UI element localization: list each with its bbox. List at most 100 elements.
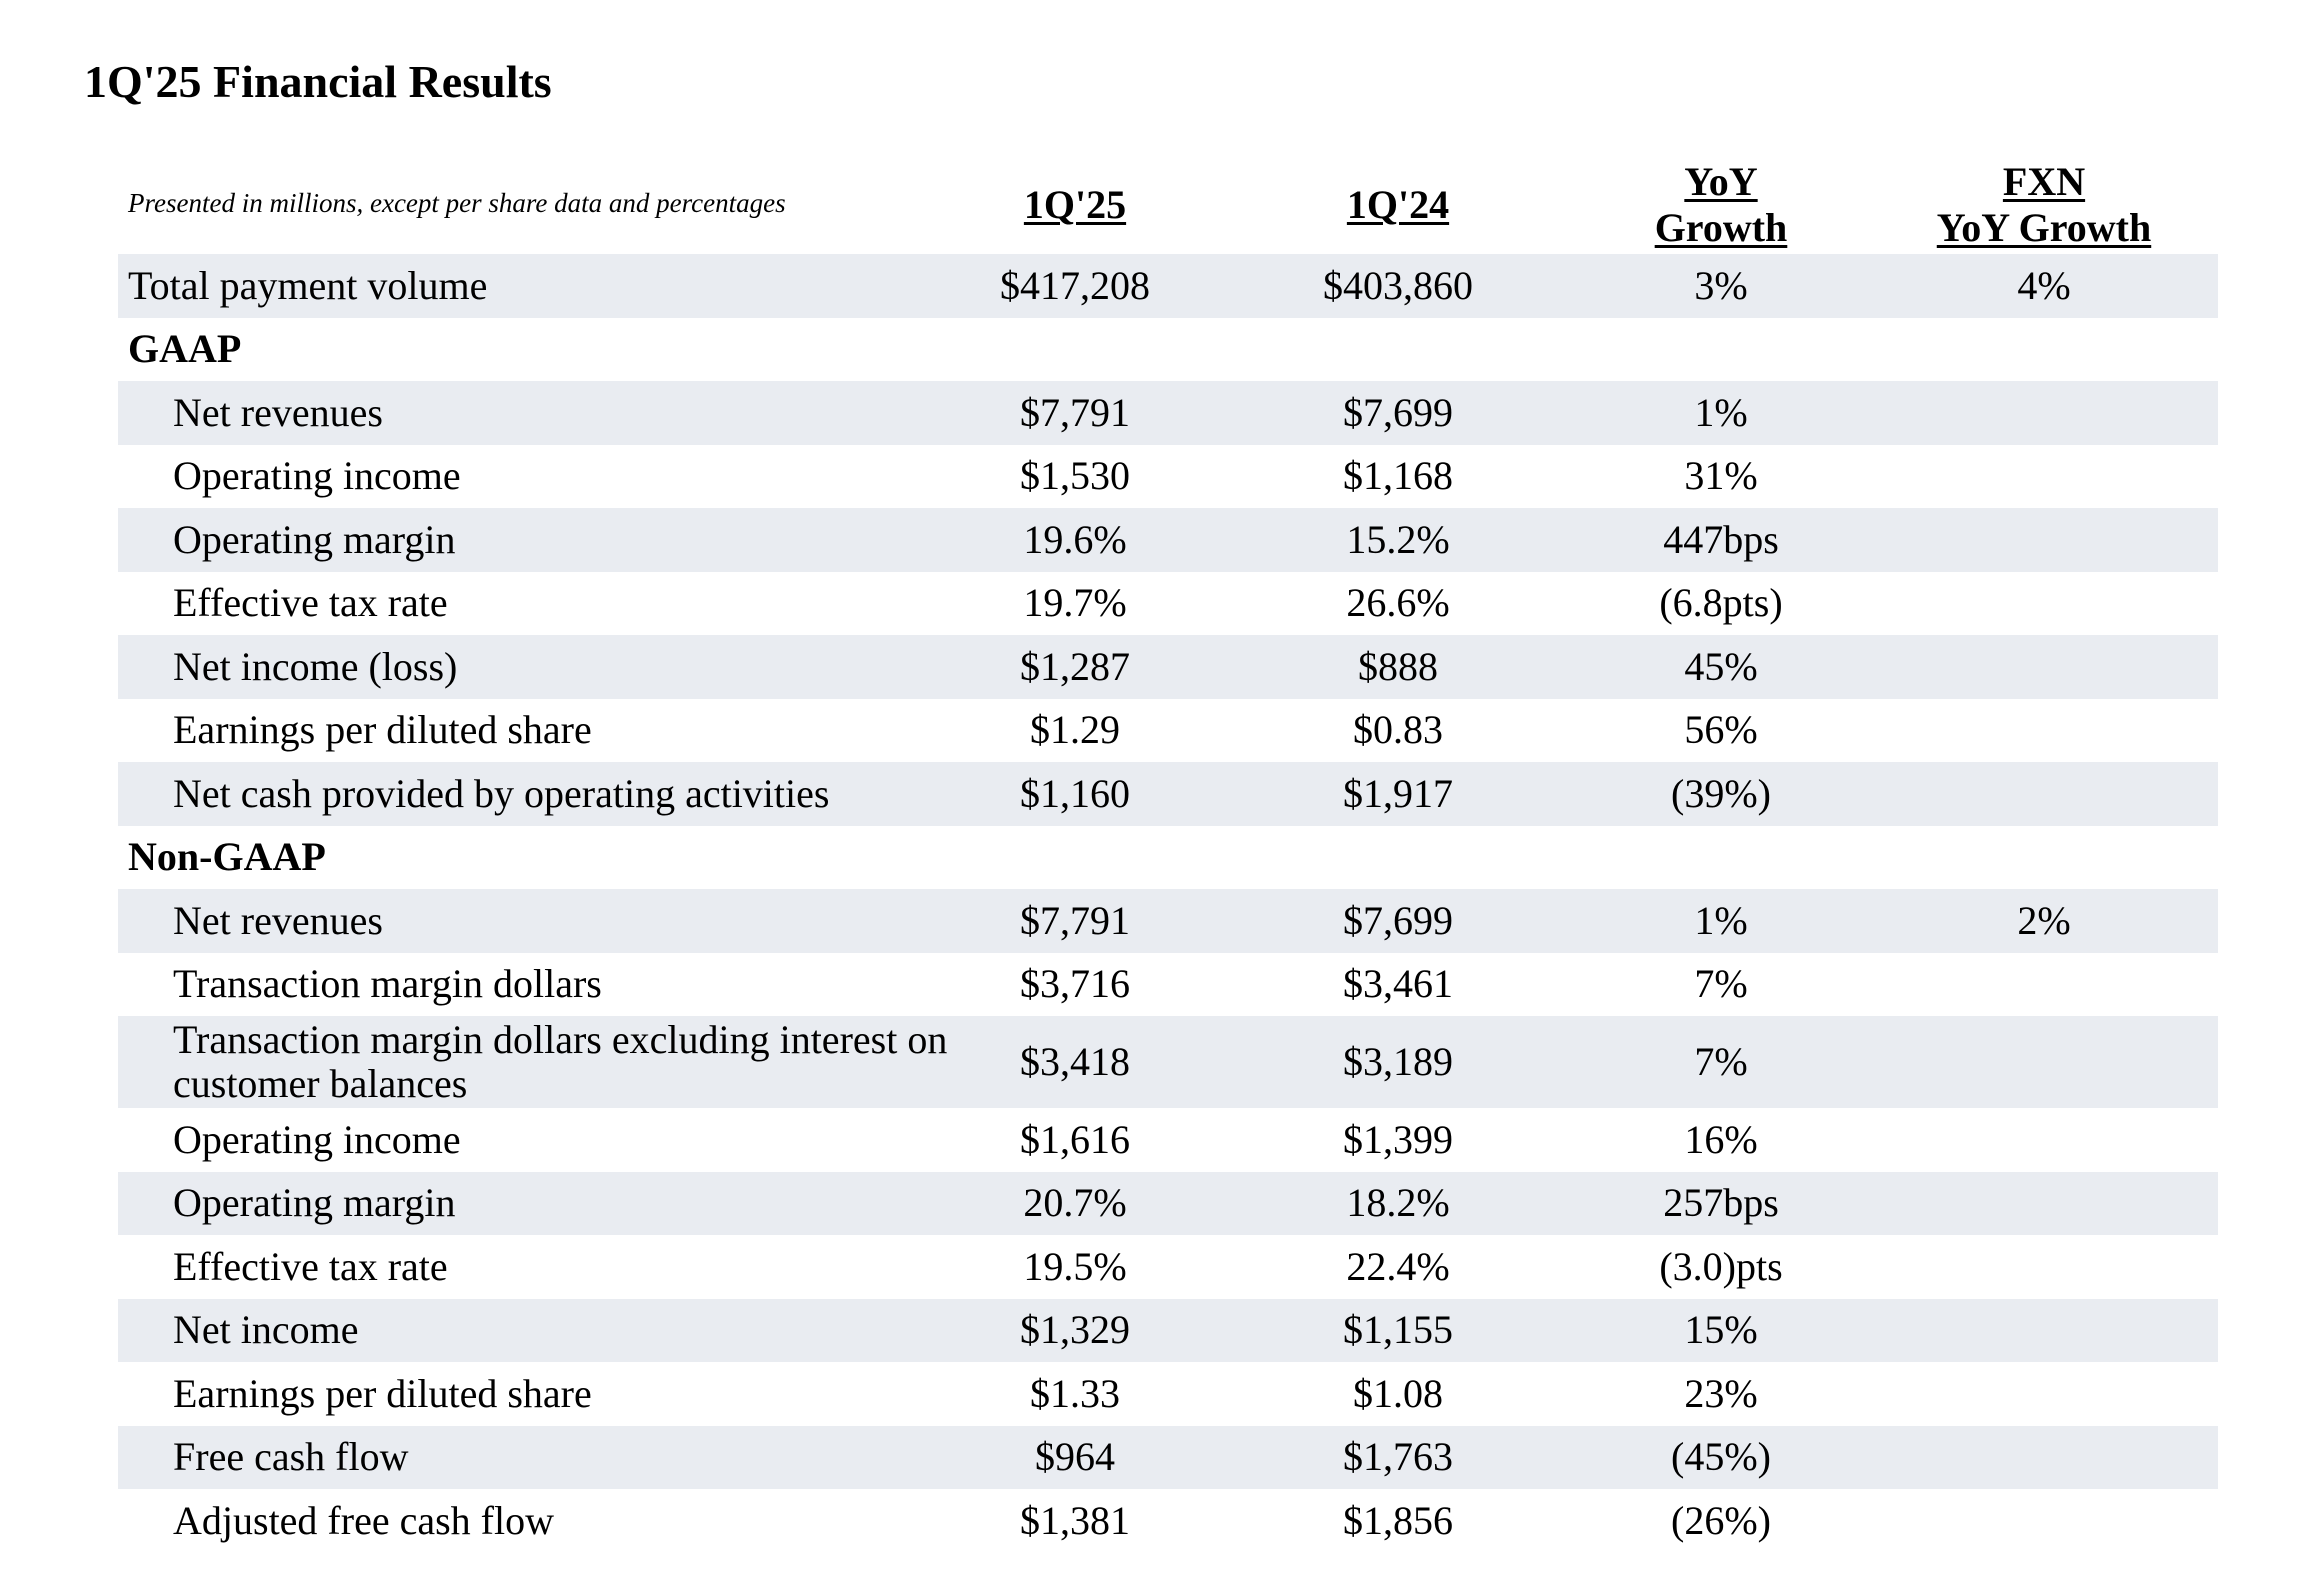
row-label: Net income (loss) <box>173 643 458 689</box>
cell-1q25: $1,287 <box>1020 643 1130 689</box>
cell-fxn <box>1884 762 2204 826</box>
section-heading-non-gaap: Non-GAAP <box>118 826 2218 890</box>
table-row: Total payment volume $417,208 $403,860 3… <box>118 254 2218 318</box>
cell-1q25: 19.6% <box>1023 516 1127 562</box>
cell-1q24: 22.4% <box>1346 1243 1450 1289</box>
cell-yoy: 23% <box>1684 1370 1758 1416</box>
cell-fxn <box>1884 635 2204 699</box>
cell-fxn <box>1884 953 2204 1017</box>
column-header-1q25: 1Q'25 <box>1023 182 1127 227</box>
table-row: Earnings per diluted share $1.29 $0.83 5… <box>118 699 2218 763</box>
row-label: Earnings per diluted share <box>173 1370 592 1416</box>
cell-1q24: $1,168 <box>1343 453 1453 499</box>
column-header-yoy-growth: YoY Growth <box>1654 159 1788 250</box>
cell-yoy: 257bps <box>1663 1180 1779 1226</box>
table-row: Adjusted free cash flow $1,381 $1,856 (2… <box>118 1489 2218 1553</box>
cell-1q24: 15.2% <box>1346 516 1450 562</box>
cell-yoy: 447bps <box>1663 516 1779 562</box>
cell-yoy: 1% <box>1694 897 1748 943</box>
row-label: Operating income <box>173 1116 461 1162</box>
row-label: Effective tax rate <box>173 580 448 626</box>
cell-fxn <box>1884 699 2204 763</box>
table-row: Effective tax rate 19.7% 26.6% (6.8pts) <box>118 572 2218 636</box>
cell-yoy: (3.0)pts <box>1659 1243 1783 1289</box>
table-row: Free cash flow $964 $1,763 (45%) <box>118 1425 2218 1490</box>
cell-yoy: 15% <box>1684 1307 1758 1353</box>
section-label: GAAP <box>128 326 242 372</box>
page-title: 1Q'25 Financial Results <box>84 56 552 107</box>
cell-yoy: 1% <box>1694 389 1748 435</box>
cell-fxn <box>1884 1489 2204 1553</box>
section-heading-gaap: GAAP <box>118 318 2218 382</box>
column-header-1q24: 1Q'24 <box>1346 182 1450 227</box>
row-label: Earnings per diluted share <box>173 707 592 753</box>
cell-1q25: $964 <box>1035 1434 1115 1480</box>
section-label: Non-GAAP <box>128 834 326 880</box>
cell-1q25: 19.7% <box>1023 580 1127 626</box>
cell-1q25: $3,716 <box>1020 961 1130 1007</box>
cell-yoy: 56% <box>1684 707 1758 753</box>
cell-1q24: $7,699 <box>1343 389 1453 435</box>
cell-fxn: 2% <box>2017 897 2071 943</box>
cell-fxn <box>1884 1299 2204 1363</box>
cell-1q25: $1.33 <box>1030 1370 1120 1416</box>
cell-1q24: 26.6% <box>1346 580 1450 626</box>
cell-yoy: 7% <box>1694 961 1748 1007</box>
cell-1q24: $403,860 <box>1323 262 1473 308</box>
cell-1q24: $1,917 <box>1343 770 1453 816</box>
row-label: Effective tax rate <box>173 1243 448 1289</box>
table-row: Transaction margin dollars $3,716 $3,461… <box>118 953 2218 1017</box>
table-row: Effective tax rate 19.5% 22.4% (3.0)pts <box>118 1235 2218 1299</box>
cell-fxn <box>1884 1235 2204 1299</box>
cell-fxn <box>1884 1172 2204 1236</box>
cell-yoy: 31% <box>1684 453 1758 499</box>
cell-1q24: $3,461 <box>1343 961 1453 1007</box>
row-label: Total payment volume <box>128 262 488 308</box>
table-row: Transaction margin dollars excluding int… <box>118 1016 2218 1108</box>
column-header-fxn-yoy-growth: FXN YoY Growth <box>1936 159 2152 250</box>
cell-1q24: 18.2% <box>1346 1180 1450 1226</box>
cell-yoy: 3% <box>1694 262 1748 308</box>
cell-fxn <box>1884 1426 2204 1490</box>
row-label: Net income <box>173 1307 359 1353</box>
cell-1q25: 20.7% <box>1023 1180 1127 1226</box>
row-label: Operating margin <box>173 1180 456 1226</box>
cell-1q24: $1,399 <box>1343 1116 1453 1162</box>
table-row: Operating income $1,530 $1,168 31% <box>118 445 2218 509</box>
table-caption: Presented in millions, except per share … <box>128 188 786 218</box>
table-row: Net cash provided by operating activitie… <box>118 762 2218 826</box>
row-label: Transaction margin dollars excluding int… <box>173 1017 948 1106</box>
cell-fxn <box>1884 1016 2204 1108</box>
table-row: Operating margin 19.6% 15.2% 447bps <box>118 508 2218 572</box>
cell-yoy: 45% <box>1684 643 1758 689</box>
cell-fxn <box>1884 1108 2204 1172</box>
cell-1q24: $888 <box>1358 643 1438 689</box>
table-row: Operating income $1,616 $1,399 16% <box>118 1108 2218 1172</box>
cell-1q25: $1,329 <box>1020 1307 1130 1353</box>
cell-1q25: $1.29 <box>1030 707 1120 753</box>
cell-fxn <box>1884 572 2204 636</box>
table-row: Net income (loss) $1,287 $888 45% <box>118 635 2218 699</box>
table-header: Presented in millions, except per share … <box>118 156 2218 254</box>
row-label: Adjusted free cash flow <box>173 1497 554 1543</box>
row-label: Net cash provided by operating activitie… <box>173 770 830 816</box>
row-label: Net revenues <box>173 389 383 435</box>
cell-1q24: $1,856 <box>1343 1497 1453 1543</box>
cell-1q25: 19.5% <box>1023 1243 1127 1289</box>
table-row: Net revenues $7,791 $7,699 1% 2% <box>118 889 2218 953</box>
cell-yoy: (39%) <box>1671 770 1771 816</box>
cell-fxn <box>1884 381 2204 445</box>
row-label: Free cash flow <box>173 1434 409 1480</box>
cell-yoy: (6.8pts) <box>1659 580 1783 626</box>
cell-yoy: (45%) <box>1671 1434 1771 1480</box>
cell-1q25: $7,791 <box>1020 389 1130 435</box>
financial-results-table: Total payment volume $417,208 $403,860 3… <box>118 254 2218 1553</box>
row-label: Transaction margin dollars <box>173 961 602 1007</box>
cell-1q25: $7,791 <box>1020 897 1130 943</box>
cell-1q24: $7,699 <box>1343 897 1453 943</box>
cell-1q24: $1,155 <box>1343 1307 1453 1353</box>
cell-fxn <box>1884 1362 2204 1426</box>
cell-1q24: $0.83 <box>1353 707 1443 753</box>
cell-yoy: 7% <box>1694 1039 1748 1084</box>
cell-1q25: $1,160 <box>1020 770 1130 816</box>
